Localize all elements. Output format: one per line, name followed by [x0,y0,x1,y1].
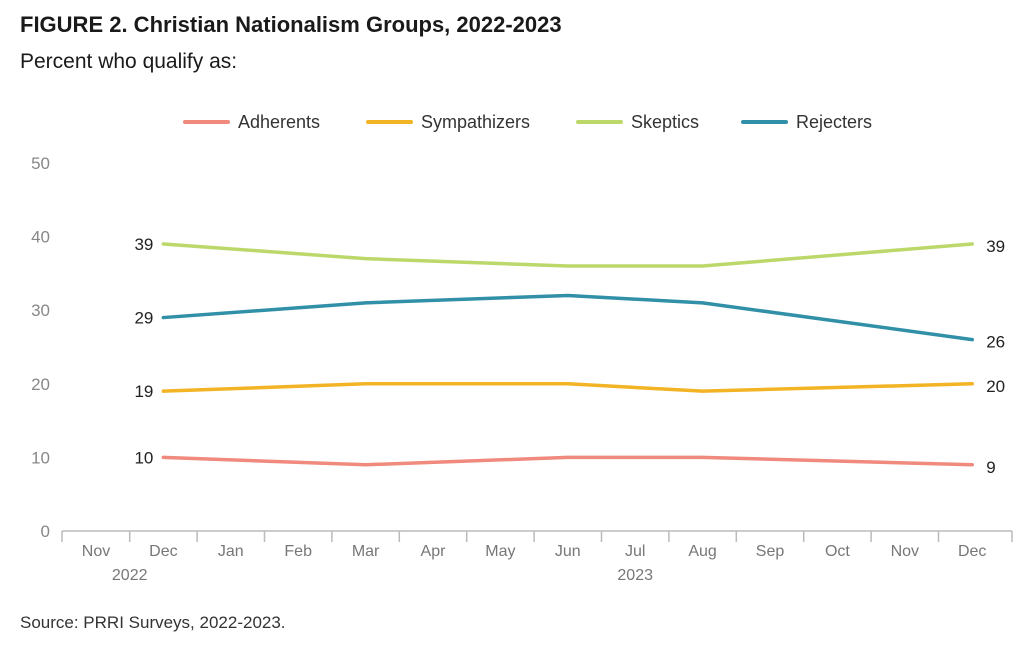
end-value-label: 9 [986,458,995,477]
x-tick-label: Jan [218,543,244,560]
x-tick-label: Oct [825,543,850,560]
x-axis: Nov Dec Jan Feb Mar Apr May Jun Jul Aug Sep Oct Nov D… [61,530,1013,584]
data-point [161,242,165,246]
x-tick-label: Jul [625,543,645,560]
x-tick-label: Feb [284,543,312,560]
y-axis: 0 10 20 30 40 50 [31,154,50,541]
data-point [364,301,368,305]
start-value-label: 39 [134,235,153,254]
data-point [161,315,165,320]
x-tick-label: Dec [149,543,177,560]
data-point [566,382,570,386]
data-point [701,455,705,459]
x-tick-label: Nov [82,543,110,560]
legend-label: Rejecters [796,112,872,132]
data-point [970,338,974,342]
data-point [161,389,165,393]
y-tick-label: 0 [41,522,50,541]
y-tick-label: 20 [31,375,50,394]
y-tick-label: 40 [31,228,50,247]
data-point [364,382,368,386]
y-tick-label: 30 [31,301,50,320]
y-tick-label: 50 [31,154,50,173]
start-value-label: 29 [134,309,153,328]
x-tick-label: Nov [891,543,919,560]
legend-label: Sympathizers [421,112,530,132]
x-year-label: 2022 [112,567,148,584]
series-lines [161,242,974,467]
series-line [161,293,974,342]
data-point [970,242,974,246]
chart-legend: Adherents Sympathizers Skeptics Rejecters [183,112,872,132]
series-line [161,242,974,268]
data-point [970,382,974,386]
x-tick-label: Mar [352,543,380,560]
end-value-label: 39 [986,237,1005,256]
legend-label: Adherents [238,112,320,132]
data-point [566,293,570,298]
data-labels: 10 9 19 20 39 39 29 26 [134,235,1005,477]
start-value-label: 10 [134,448,153,467]
end-value-label: 26 [986,333,1005,352]
x-tick-label: Dec [958,543,986,560]
data-point [364,463,368,467]
figure-subtitle: Percent who qualify as: [20,50,238,73]
x-tick-label: Sep [756,543,785,560]
data-point [566,455,570,459]
data-point [701,389,705,393]
source-note: Source: PRRI Surveys, 2022-2023. [20,613,286,632]
legend-label: Skeptics [631,112,699,132]
x-tick-label: Apr [421,543,447,560]
figure-title: FIGURE 2. Christian Nationalism Groups, … [20,12,562,37]
x-tick-label: May [485,543,515,560]
x-tick-label: Jun [555,543,581,560]
x-tick-label: Aug [688,543,716,560]
start-value-label: 19 [134,382,153,401]
data-point [161,455,165,459]
end-value-label: 20 [986,377,1005,396]
data-point [701,264,705,268]
data-point [364,257,368,261]
data-point [970,463,974,467]
data-point [701,301,705,305]
data-point [566,264,570,268]
y-tick-label: 10 [31,448,50,467]
x-year-label: 2023 [617,567,653,584]
